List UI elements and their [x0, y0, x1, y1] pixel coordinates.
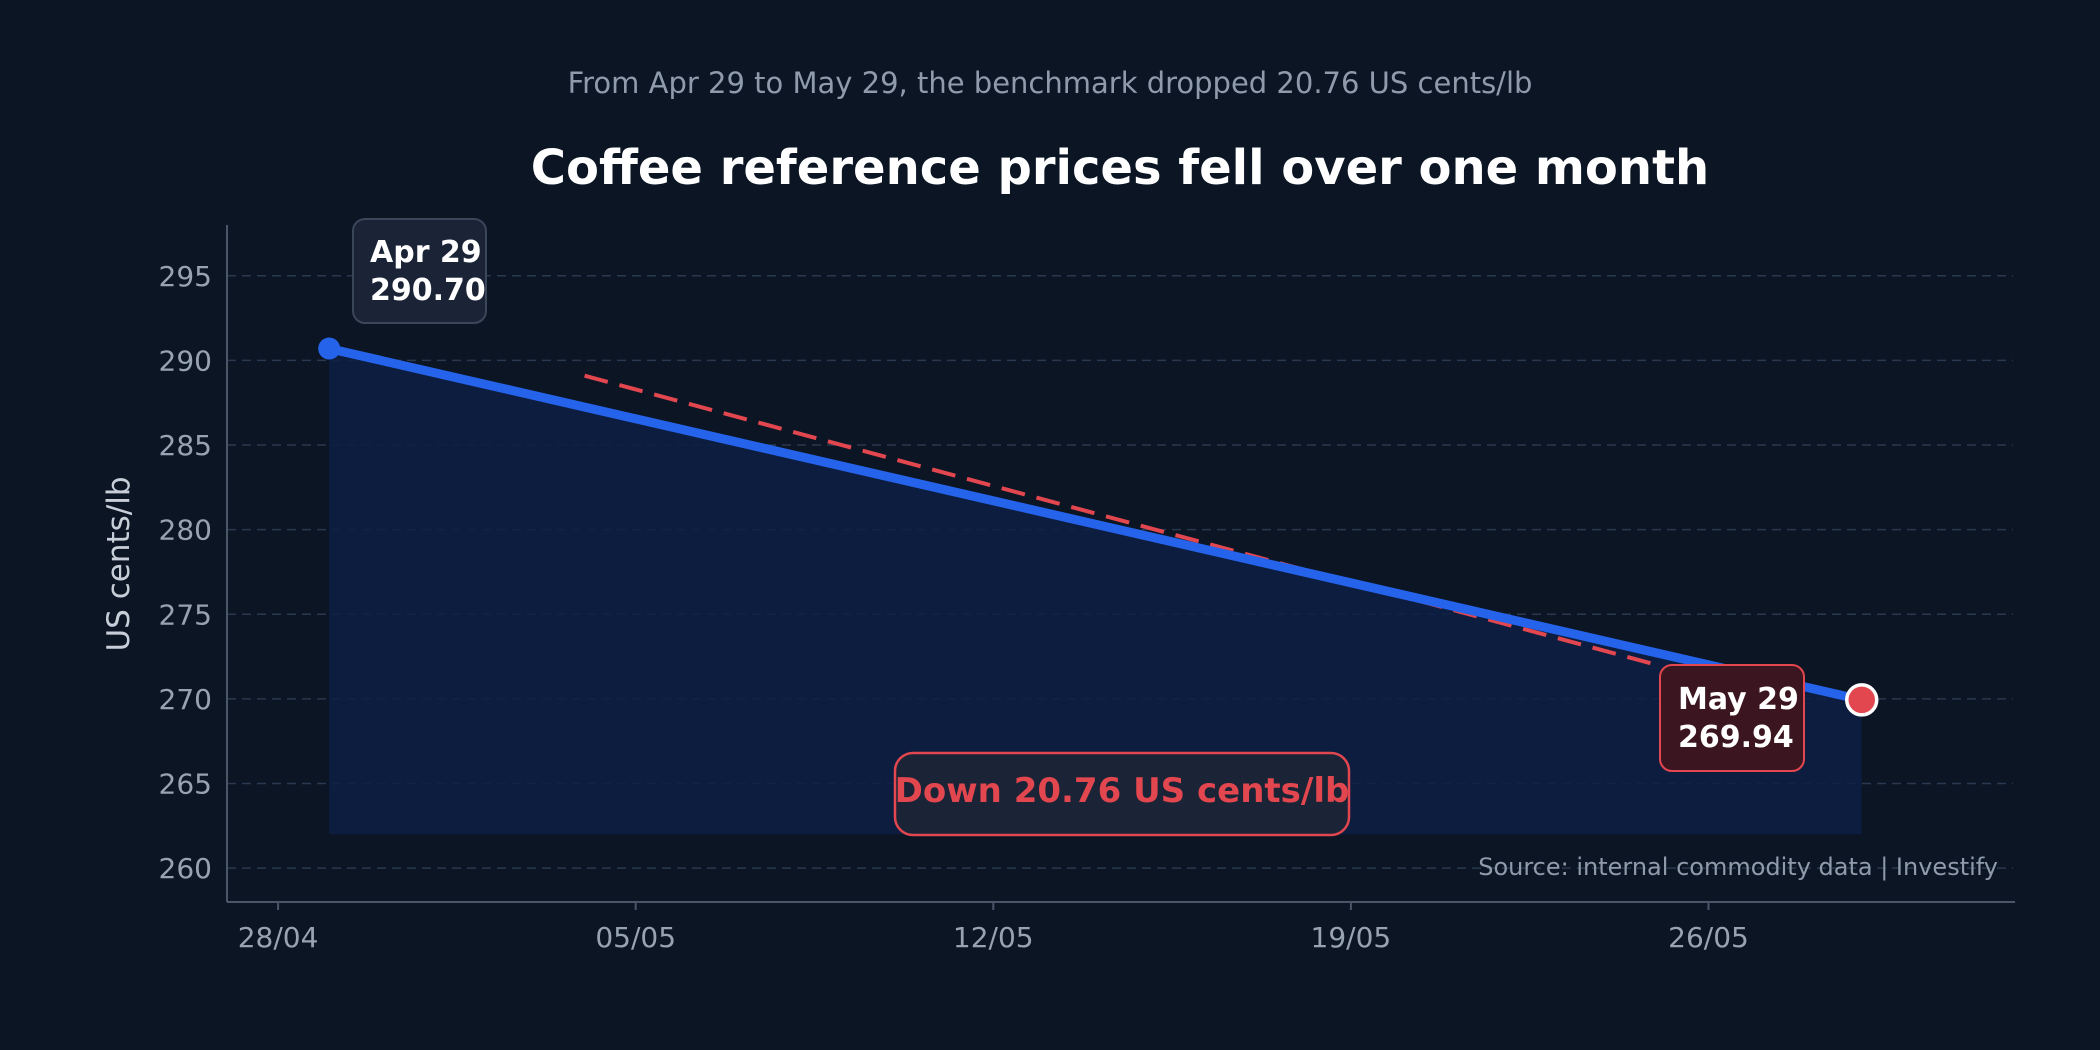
y-tick-290: 290: [159, 344, 212, 377]
x-axis-ticks: 28/04 05/05 12/05 19/05 26/05: [238, 902, 1749, 954]
x-tick-26/05: 26/05: [1668, 921, 1749, 954]
change-badge-text: Down 20.76 US cents/lb: [895, 771, 1350, 811]
y-tick-270: 270: [159, 683, 212, 716]
y-tick-265: 265: [159, 768, 212, 801]
end-callout-value: 269.94: [1678, 720, 1794, 755]
area-fill: [329, 348, 1862, 835]
chart-subtitle: From Apr 29 to May 29, the benchmark dro…: [568, 66, 1533, 100]
y-axis-ticks: 260 265 270 275 280 285 290 295: [159, 260, 212, 885]
series-line: [324, 344, 1867, 705]
y-tick-275: 275: [159, 598, 212, 631]
start-callout-date: Apr 29: [370, 235, 482, 270]
end-callout: May 29 269.94: [1659, 664, 1805, 772]
y-tick-260: 260: [159, 852, 212, 885]
x-tick-28/04: 28/04: [238, 921, 319, 954]
x-tick-05/05: 05/05: [595, 921, 676, 954]
change-badge-box: [893, 751, 1351, 837]
y-tick-295: 295: [159, 260, 212, 293]
start-callout: Apr 29 290.70: [352, 218, 487, 324]
start-callout-value: 290.70: [370, 273, 486, 308]
x-tick-19/05: 19/05: [1311, 921, 1392, 954]
source-note: Source: internal commodity data | Invest…: [1478, 853, 1998, 881]
y-tick-280: 280: [159, 514, 212, 547]
end-point: [1844, 683, 1879, 717]
start-callout-box: [352, 218, 487, 324]
start-point: [318, 337, 341, 360]
chart-title: Coffee reference prices fell over one mo…: [531, 140, 1709, 196]
y-axis-label: US cents/lb: [101, 476, 137, 651]
end-callout-date: May 29: [1678, 682, 1799, 717]
end-callout-box: [1659, 664, 1805, 772]
trend-line: [584, 373, 1658, 667]
x-tick-12/05: 12/05: [953, 921, 1034, 954]
change-badge: Down 20.76 US cents/lb: [893, 751, 1351, 837]
y-tick-285: 285: [159, 429, 212, 462]
